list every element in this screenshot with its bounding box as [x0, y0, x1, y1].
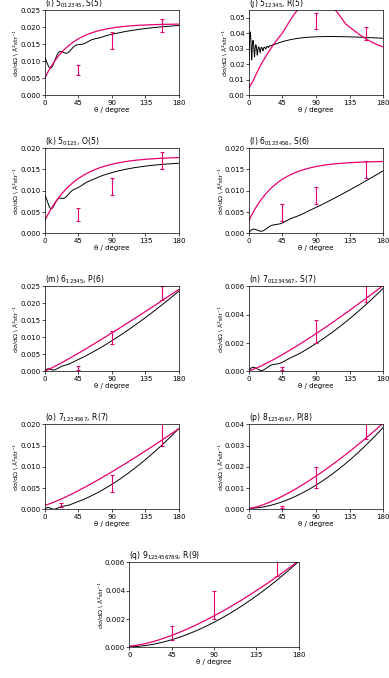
X-axis label: θ / degree: θ / degree [94, 107, 130, 113]
Text: (m) $6_{12345}$, P(6): (m) $6_{12345}$, P(6) [45, 274, 104, 286]
Y-axis label: dσ/dΩ \ Å²str⁻¹: dσ/dΩ \ Å²str⁻¹ [217, 168, 223, 214]
X-axis label: θ / degree: θ / degree [298, 245, 334, 251]
Text: (n) $7_{01234567}$, S(7): (n) $7_{01234567}$, S(7) [249, 274, 316, 286]
X-axis label: θ / degree: θ / degree [298, 107, 334, 113]
X-axis label: θ / degree: θ / degree [196, 659, 231, 665]
Y-axis label: dσ/dΩ \ Å²str⁻¹: dσ/dΩ \ Å²str⁻¹ [222, 30, 228, 76]
Text: (k) $5_{0123}$, O(5): (k) $5_{0123}$, O(5) [45, 136, 99, 148]
Text: (l) $6_{0123456}$, S(6): (l) $6_{0123456}$, S(6) [249, 136, 310, 148]
Y-axis label: dσ/dΩ \ Å²str⁻¹: dσ/dΩ \ Å²str⁻¹ [98, 582, 103, 628]
X-axis label: θ / degree: θ / degree [298, 383, 334, 389]
X-axis label: θ / degree: θ / degree [94, 521, 130, 527]
X-axis label: θ / degree: θ / degree [94, 245, 130, 251]
Text: (q) $9_{123456789}$, R(9): (q) $9_{123456789}$, R(9) [129, 549, 201, 562]
Y-axis label: dσ/dΩ \ Å²str⁻¹: dσ/dΩ \ Å²str⁻¹ [14, 306, 19, 352]
Y-axis label: dσ/dΩ \ Å²str⁻¹: dσ/dΩ \ Å²str⁻¹ [14, 30, 19, 76]
X-axis label: θ / degree: θ / degree [94, 383, 130, 389]
X-axis label: θ / degree: θ / degree [298, 521, 334, 527]
Y-axis label: dσ/dΩ \ Å²str⁻¹: dσ/dΩ \ Å²str⁻¹ [217, 444, 223, 490]
Text: (j) $5_{12345}$, R(5): (j) $5_{12345}$, R(5) [249, 0, 304, 10]
Text: (i) $5_{012345}$, S(5): (i) $5_{012345}$, S(5) [45, 0, 103, 10]
Y-axis label: dσ/dΩ \ Å²str⁻¹: dσ/dΩ \ Å²str⁻¹ [217, 306, 223, 352]
Text: (p) $8_{1234567}$, P(8): (p) $8_{1234567}$, P(8) [249, 412, 313, 424]
Y-axis label: dσ/dΩ \ Å²str⁻¹: dσ/dΩ \ Å²str⁻¹ [14, 444, 19, 490]
Text: (o) $7_{1234567}$, R(7): (o) $7_{1234567}$, R(7) [45, 412, 109, 424]
Y-axis label: dσ/dΩ \ Å²str⁻¹: dσ/dΩ \ Å²str⁻¹ [14, 168, 19, 214]
